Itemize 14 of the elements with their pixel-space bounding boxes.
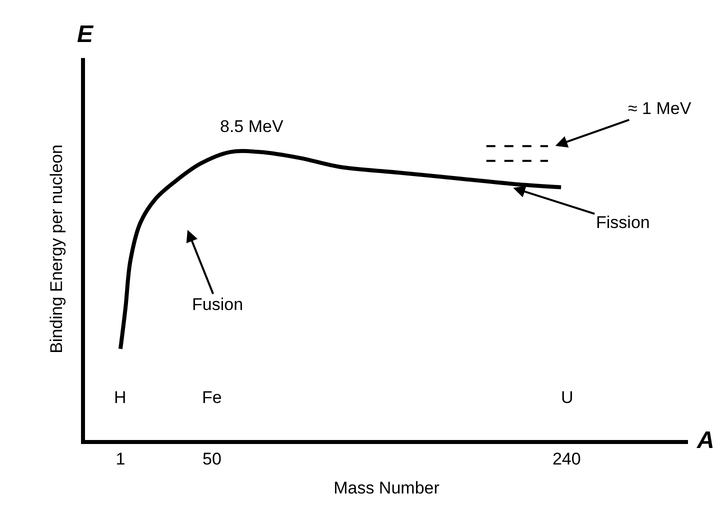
text: ≈ 1 MeV	[628, 99, 692, 118]
annotation: H	[114, 388, 126, 407]
annotation: Fusion	[192, 295, 244, 314]
text: 8.5 MeV	[220, 117, 284, 136]
text: A	[696, 427, 714, 454]
x-axis-title: Mass Number	[334, 478, 440, 498]
text: E	[77, 21, 94, 48]
annotation: U	[561, 388, 574, 407]
x-tick-label: 240	[552, 449, 581, 468]
y-axis-title: Binding Energy per nucleon	[47, 144, 66, 354]
x-tick-label: 50	[202, 449, 222, 468]
annotation: Fission	[596, 213, 650, 232]
annotation: Fe	[202, 388, 222, 407]
x-tick-label: 1	[116, 449, 126, 468]
